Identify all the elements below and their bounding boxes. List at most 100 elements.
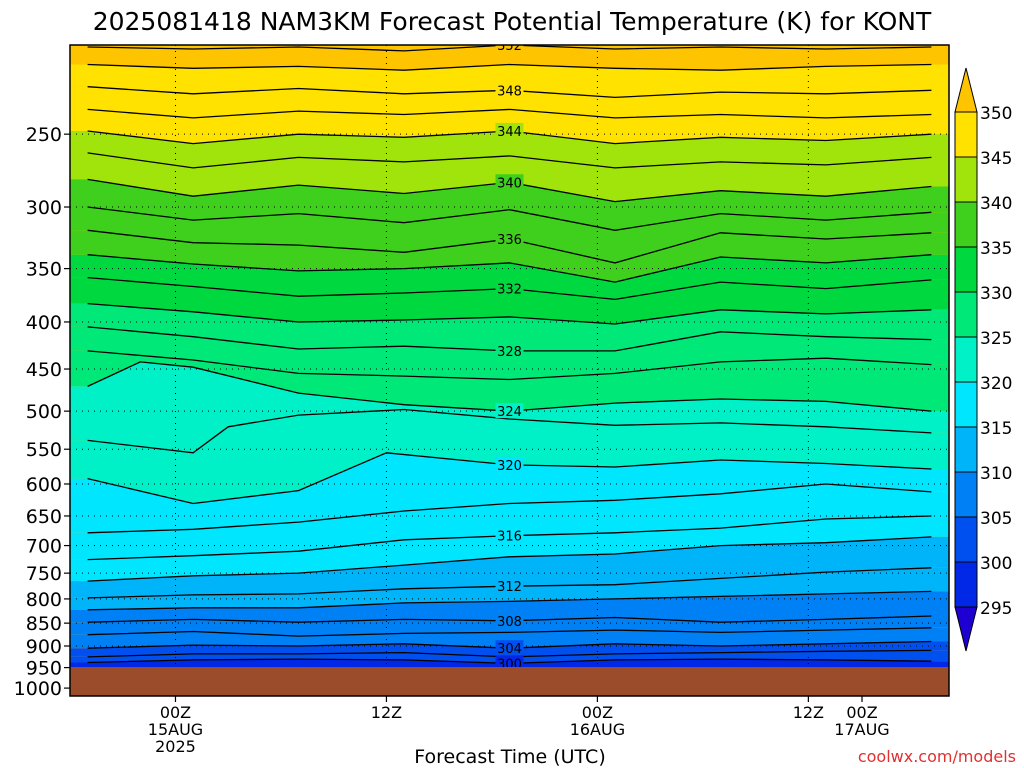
chart-title: 2025081418 NAM3KM Forecast Potential Tem…	[93, 7, 932, 36]
x-tick-label-48-1: 16AUG	[570, 720, 625, 739]
y-tick-label-550: 550	[26, 439, 62, 461]
x-tick-label-48-0: 00Z	[582, 703, 613, 722]
y-tick-label-600: 600	[26, 474, 62, 496]
y-tick-label-950: 950	[26, 658, 62, 680]
colorbar-label-325: 325	[980, 329, 1012, 349]
x-tick-label-60-0: 12Z	[793, 703, 824, 722]
y-tick-label-1000: 1000	[14, 678, 62, 700]
colorbar-label-320: 320	[980, 374, 1012, 394]
plot-frame	[69, 44, 950, 697]
isentrope-330	[87, 302, 932, 325]
isentrope-318	[87, 483, 932, 534]
isentrope-label-bg-320	[495, 456, 524, 472]
band-334	[70, 254, 949, 300]
isentrope-label-bg-332	[495, 280, 524, 296]
colorbar-label-300: 300	[980, 554, 1012, 574]
isentrope-350	[87, 63, 932, 71]
band-316	[70, 516, 949, 582]
colorbar-segment-8	[954, 471, 978, 518]
y-tick-label-750: 750	[26, 563, 62, 585]
colorbar-top-arrow	[954, 67, 978, 113]
isentrope-338	[87, 206, 932, 231]
isentrope-310	[87, 590, 932, 611]
isentrope-352	[87, 45, 932, 52]
band-344	[70, 131, 949, 168]
y-tick-label-650: 650	[26, 506, 62, 528]
isentrope-342	[87, 152, 932, 169]
isentrope-label-328: 328	[497, 345, 522, 360]
x-tick-label-24-2: 2025	[155, 737, 196, 756]
colorbar-segment-5	[954, 336, 978, 383]
band-350	[70, 64, 949, 98]
band-310	[70, 591, 949, 623]
isentrope-label-bg-316	[495, 527, 524, 543]
band-330	[70, 303, 949, 351]
x-tick-label-36-0: 12Z	[371, 703, 402, 722]
isentrope-label-324: 324	[497, 405, 522, 420]
x-tick-label-72-0: 00Z	[846, 703, 877, 722]
x-tick-label-24-0: 00Z	[160, 703, 191, 722]
isentrope-label-bg-300	[495, 655, 524, 671]
colorbar-segment-2	[954, 201, 978, 248]
colorbar-label-310: 310	[980, 464, 1012, 484]
y-tick-label-500: 500	[26, 401, 62, 423]
y-tick-label-250: 250	[26, 124, 62, 146]
isentrope-label-bg-308	[495, 612, 524, 628]
band-348	[70, 86, 949, 118]
band-322	[70, 409, 949, 504]
colorbar-bottom-arrow	[954, 606, 978, 652]
band-324	[70, 361, 949, 453]
band-340	[70, 179, 949, 231]
isentrope-label-352: 352	[497, 39, 522, 54]
colorbar-segment-3	[954, 246, 978, 293]
isentrope-346	[87, 108, 932, 119]
band-320	[70, 452, 949, 533]
isentrope-label-bg-324	[495, 403, 524, 419]
colorbar-label-330: 330	[980, 284, 1012, 304]
y-tick-label-350: 350	[26, 259, 62, 281]
colorbar-segment-10	[954, 561, 978, 608]
y-tick-label-300: 300	[26, 197, 62, 219]
colorbar-segment-0	[954, 111, 978, 158]
isentrope-322	[87, 408, 932, 454]
plot-area: 352 348 344 340 336 332 328 324 320 316 312 308 304 3…	[69, 39, 1024, 697]
isentrope-306	[87, 627, 932, 637]
isentrope-label-bg-304	[495, 640, 524, 656]
colorbar-label-295: 295	[980, 599, 1012, 619]
colorbar-segment-1	[954, 156, 978, 203]
colorbar-label-340: 340	[980, 194, 1012, 214]
isentrope-326	[87, 350, 932, 381]
band-306	[70, 627, 949, 649]
isentrope-label-340: 340	[497, 176, 522, 191]
isentrope-label-332: 332	[497, 283, 522, 298]
theta-fill-bands	[70, 45, 1024, 696]
isentrope-label-316: 316	[497, 530, 522, 545]
y-tick-label-800: 800	[26, 589, 62, 611]
isentrope-label-344: 344	[497, 125, 522, 140]
y-tick-label-450: 450	[26, 359, 62, 381]
band-cold-pool-2	[993, 668, 1024, 673]
band-332	[70, 277, 949, 324]
pressure-axis: 2503003504004505005506006507007508008509…	[14, 124, 70, 700]
isentrope-label-bg-344	[495, 122, 524, 138]
isentrope-label-bg-348	[495, 82, 524, 98]
colorbar-label-350: 350	[980, 104, 1012, 124]
isentrope-334	[87, 254, 932, 283]
colorbar-label-335: 335	[980, 239, 1012, 259]
isentrope-label-304: 304	[497, 642, 522, 657]
band-326	[70, 350, 949, 412]
isentrope-324	[87, 361, 932, 412]
isentrope-label-bg-336	[495, 230, 524, 246]
band-318	[70, 484, 949, 560]
isentrope-label-348: 348	[497, 84, 522, 99]
colorbar-label-345: 345	[980, 149, 1012, 169]
y-tick-label-900: 900	[26, 636, 62, 658]
isentrope-label-320: 320	[497, 459, 522, 474]
band-352	[70, 45, 949, 71]
y-tick-label-700: 700	[26, 536, 62, 558]
y-tick-label-850: 850	[26, 613, 62, 635]
ground-surface	[70, 667, 949, 696]
isentrope-label-bg-328	[495, 342, 524, 358]
